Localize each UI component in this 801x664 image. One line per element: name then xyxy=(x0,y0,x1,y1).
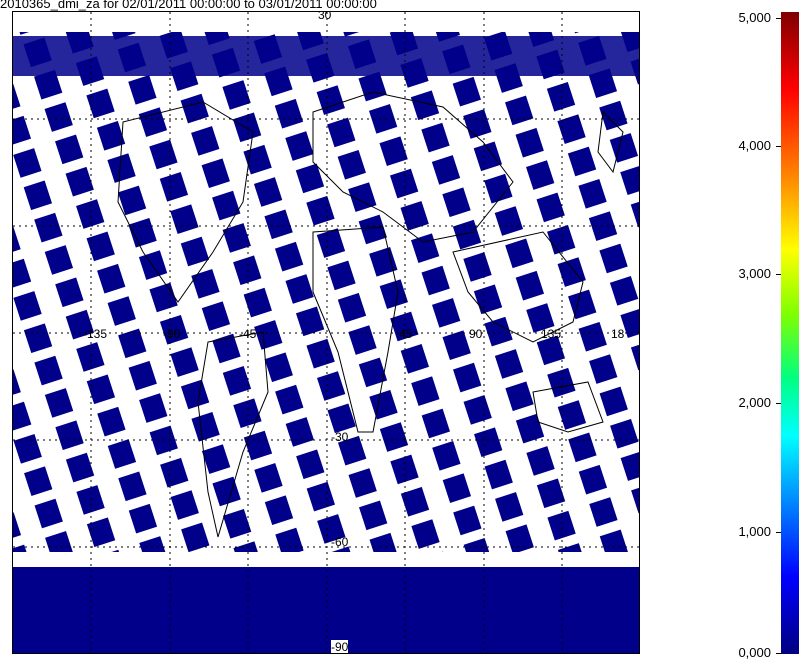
lon-label-w45: -45 xyxy=(239,327,257,341)
colorbar-label-3000: 3,000 xyxy=(738,266,771,281)
lon-label-w90: -90 xyxy=(163,327,181,341)
lon-label-e45: 45 xyxy=(399,327,413,341)
antarctic-band xyxy=(13,567,639,653)
colorbar-tick xyxy=(776,653,781,654)
lon-label-w135: -135 xyxy=(83,327,108,341)
lat-label-s90: -90 xyxy=(331,640,349,654)
coastlines xyxy=(117,91,624,538)
lon-label-e180: 18 xyxy=(611,327,625,341)
lat-label-s30: -30 xyxy=(331,430,349,444)
colorbar-tick xyxy=(776,532,781,533)
colorbar-tick xyxy=(776,18,781,19)
graticule xyxy=(13,12,639,653)
plot-title: 2010365_dmi_za for 02/01/2011 00:00:00 t… xyxy=(0,0,377,11)
lon-label-e90: 90 xyxy=(469,327,483,341)
colorbar-label-4000: 4,000 xyxy=(738,138,771,153)
colorbar-label-5000: 5,000 xyxy=(738,10,771,25)
lat-label-top: 30 xyxy=(318,11,332,22)
colorbar xyxy=(781,12,799,654)
arctic-band xyxy=(13,36,639,76)
colorbar-label-1000: 1,000 xyxy=(738,524,771,539)
colorbar-label-0000: 0,000 xyxy=(738,645,771,660)
map-canvas xyxy=(13,12,639,653)
lat-label-s60: -60 xyxy=(331,535,349,549)
colorbar-label-2000: 2,000 xyxy=(738,395,771,410)
lon-label-e135: 135 xyxy=(541,327,562,341)
world-map: 30 -135 -90 -45 45 90 135 18 -30 -60 -90 xyxy=(12,11,640,654)
colorbar-tick xyxy=(776,146,781,147)
colorbar-tick xyxy=(776,274,781,275)
colorbar-tick xyxy=(776,403,781,404)
